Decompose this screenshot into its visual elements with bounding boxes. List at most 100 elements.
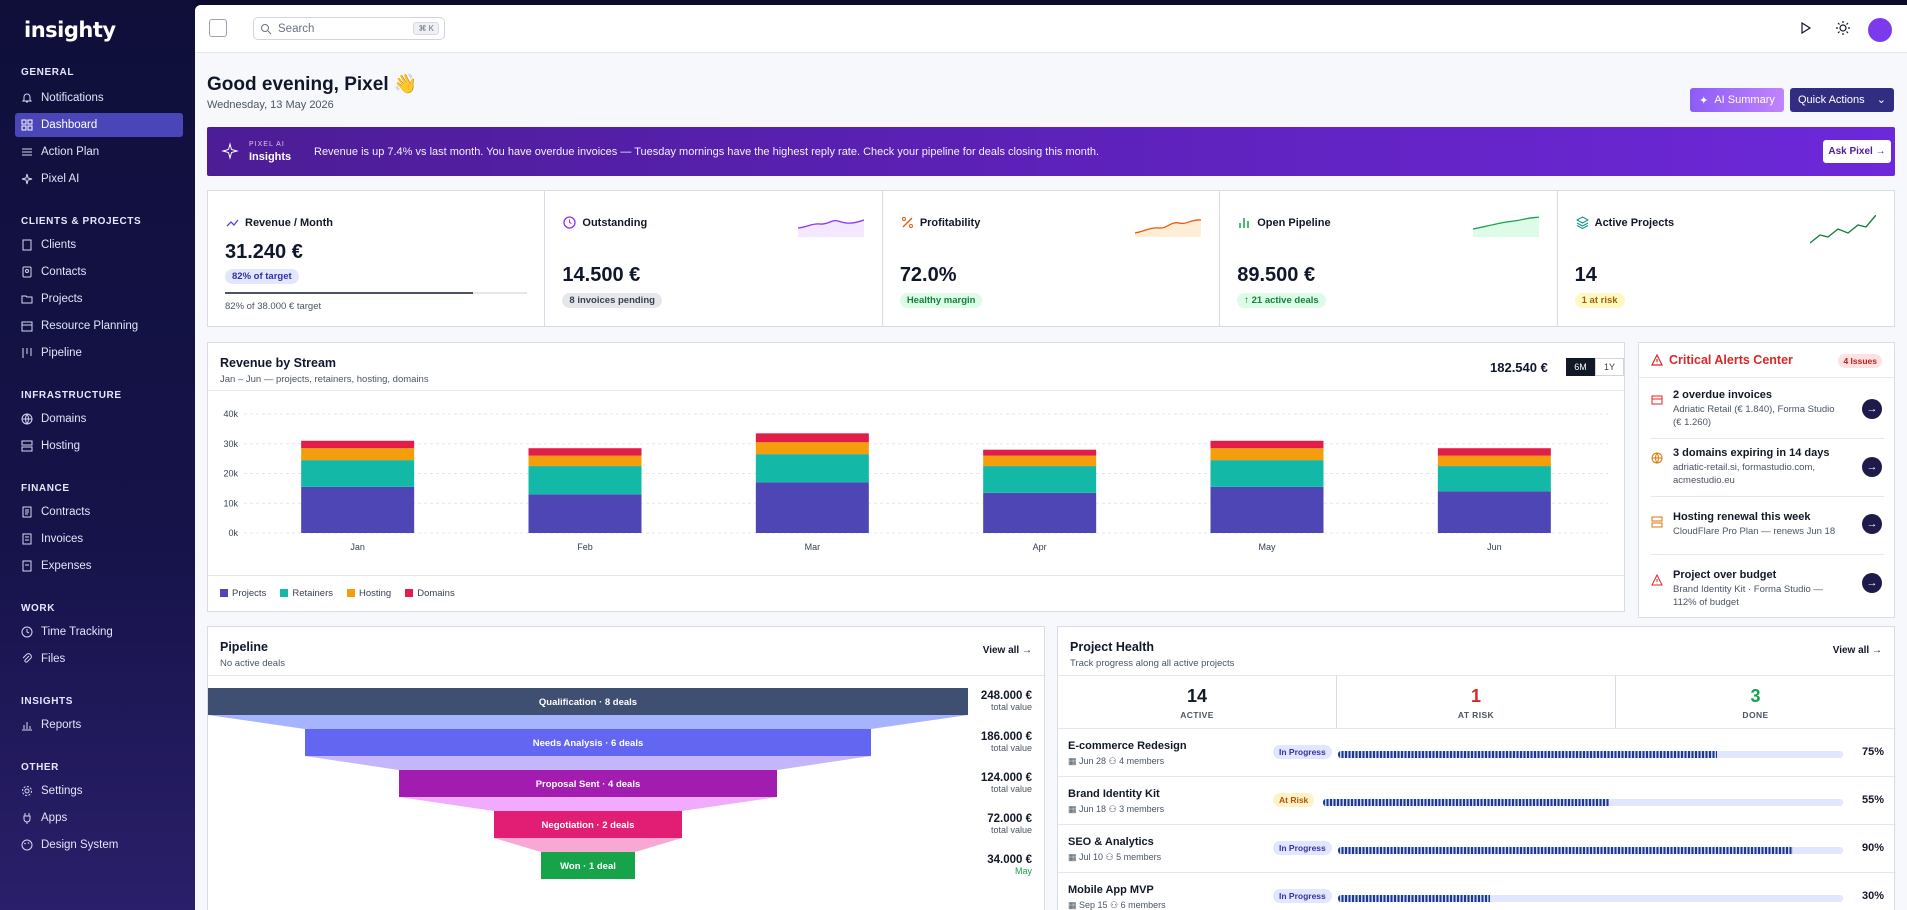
bar-segment-domains[interactable] bbox=[983, 449, 1097, 456]
bar-segment-projects[interactable] bbox=[528, 494, 642, 533]
sidebar-item-label: Pixel AI bbox=[41, 173, 80, 185]
project-row[interactable]: Brand Identity Kit ▦ Jun 18 ⚇ 3 members At… bbox=[1058, 776, 1896, 824]
project-row[interactable]: SEO & Analytics ▦ Jul 10 ⚇ 5 members In Pr… bbox=[1058, 824, 1896, 872]
kpi-label: Profitability bbox=[919, 216, 981, 229]
sidebar-item-time-tracking[interactable]: Time Tracking bbox=[15, 620, 183, 644]
y-tick-label: 20k bbox=[223, 469, 238, 479]
folder-icon bbox=[21, 295, 33, 304]
sidebar-item-notifications[interactable]: Notifications bbox=[15, 86, 183, 110]
bar-chart-icon bbox=[1239, 218, 1249, 228]
arrow-right-icon[interactable]: → bbox=[1862, 457, 1882, 477]
sidebar-item-projects[interactable]: Projects bbox=[15, 287, 183, 311]
funnel-stage[interactable] bbox=[305, 729, 871, 756]
kpi-outstanding[interactable]: Outstanding 14.500 € 8 invoices pending bbox=[545, 191, 883, 326]
sidebar-item-contacts[interactable]: Contacts bbox=[15, 260, 183, 284]
bar-segment-projects[interactable] bbox=[1210, 486, 1324, 533]
legend-item[interactable]: Domains bbox=[405, 588, 455, 599]
sidebar-toggle-icon[interactable] bbox=[209, 19, 227, 37]
funnel-stage[interactable] bbox=[399, 770, 777, 797]
sidebar-item-contracts[interactable]: Contracts bbox=[15, 500, 183, 524]
sidebar-item-clients[interactable]: Clients bbox=[15, 233, 183, 257]
bar-segment-retainers[interactable] bbox=[755, 454, 869, 483]
stat-label: AT RISK bbox=[1457, 710, 1495, 720]
sidebar-item-label: Hosting bbox=[41, 440, 80, 452]
range-1y-button[interactable]: 1Y bbox=[1595, 358, 1624, 376]
kpi-open-pipeline[interactable]: Open Pipeline 89.500 € ↑ 21 active deals bbox=[1220, 191, 1558, 326]
sidebar-item-settings[interactable]: Settings bbox=[15, 779, 183, 803]
ai-summary-button[interactable]: ✦ AI Summary bbox=[1690, 88, 1784, 112]
arrow-right-icon[interactable]: → bbox=[1862, 514, 1882, 534]
bar-segment-hosting[interactable] bbox=[983, 455, 1097, 467]
stat-active: 14 ACTIVE bbox=[1058, 675, 1337, 728]
bar-segment-hosting[interactable] bbox=[301, 448, 415, 461]
bar-segment-retainers[interactable] bbox=[1437, 466, 1551, 492]
project-row[interactable]: E-commerce Redesign ▦ Jun 28 ⚇ 4 members I… bbox=[1058, 728, 1896, 776]
avatar[interactable] bbox=[1868, 18, 1892, 42]
alert-item[interactable]: 2 overdue invoices Adriatic Retail (€ 1.… bbox=[1651, 389, 1884, 439]
quick-actions-button[interactable]: Quick Actions ⌄ bbox=[1790, 88, 1894, 112]
legend-item[interactable]: Projects bbox=[220, 588, 266, 599]
bar-segment-hosting[interactable] bbox=[1210, 448, 1324, 461]
sidebar-item-pixel-ai[interactable]: Pixel AI bbox=[15, 167, 183, 191]
sidebar-item-reports[interactable]: Reports bbox=[15, 713, 183, 737]
sun-icon[interactable] bbox=[1835, 20, 1851, 36]
sidebar-item-apps[interactable]: Apps bbox=[15, 806, 183, 830]
bar-segment-domains[interactable] bbox=[528, 448, 642, 456]
sidebar-item-invoices[interactable]: Invoices bbox=[15, 527, 183, 551]
kpi-label: Open Pipeline bbox=[1257, 216, 1331, 229]
kpi-value: 89.500 € bbox=[1237, 264, 1316, 286]
sidebar-item-pipeline[interactable]: Pipeline bbox=[15, 341, 183, 365]
bar-segment-retainers[interactable] bbox=[983, 466, 1097, 493]
sidebar-item-files[interactable]: Files bbox=[15, 647, 183, 671]
bar-segment-retainers[interactable] bbox=[1210, 460, 1324, 487]
arrow-right-icon[interactable]: → bbox=[1862, 573, 1882, 593]
alert-item[interactable]: Project over budget Brand Identity Kit ·… bbox=[1651, 569, 1884, 613]
bar-segment-domains[interactable] bbox=[1437, 448, 1551, 456]
stat-number: 14 bbox=[1186, 686, 1208, 706]
alert-item[interactable]: 3 domains expiring in 14 days adriatic-r… bbox=[1651, 447, 1884, 497]
sidebar-item-action-plan[interactable]: Action Plan bbox=[15, 140, 183, 164]
bar-segment-projects[interactable] bbox=[1437, 491, 1551, 533]
sidebar-item-hosting[interactable]: Hosting bbox=[15, 434, 183, 458]
progress-fill bbox=[1338, 847, 1793, 854]
sidebar-item-domains[interactable]: Domains bbox=[15, 407, 183, 431]
funnel-stage[interactable] bbox=[208, 688, 968, 715]
revenue-total: 182.540 € bbox=[1490, 360, 1548, 375]
y-tick-label: 10k bbox=[223, 498, 238, 508]
view-all-link[interactable]: View all → bbox=[982, 645, 1032, 656]
kpi-revenue[interactable]: Revenue / Month 31.240 € 82% of target 8… bbox=[208, 191, 546, 326]
kpi-active-projects[interactable]: Active Projects 14 1 at risk bbox=[1558, 191, 1894, 326]
legend-item[interactable]: Hosting bbox=[347, 588, 391, 599]
progress-track bbox=[1338, 751, 1843, 758]
bar-segment-projects[interactable] bbox=[755, 482, 869, 533]
bar-segment-projects[interactable] bbox=[983, 492, 1097, 533]
range-6m-button[interactable]: 6M bbox=[1566, 358, 1595, 376]
bar-segment-hosting[interactable] bbox=[1437, 455, 1551, 467]
kpi-badge: 1 at risk bbox=[1574, 293, 1625, 308]
arrow-right-icon[interactable]: → bbox=[1862, 399, 1882, 419]
bar-segment-retainers[interactable] bbox=[301, 460, 415, 487]
funnel-stage[interactable] bbox=[494, 811, 682, 838]
funnel-stage[interactable] bbox=[541, 852, 635, 879]
kpi-profitability[interactable]: Profitability 72.0% Healthy margin bbox=[883, 191, 1221, 326]
bar-segment-domains[interactable] bbox=[301, 440, 415, 449]
project-row[interactable]: Mobile App MVP ▦ Sep 15 ⚇ 6 members In Pro… bbox=[1058, 872, 1896, 910]
bar-segment-projects[interactable] bbox=[301, 486, 415, 533]
bar-segment-domains[interactable] bbox=[1210, 440, 1324, 449]
bar-segment-hosting[interactable] bbox=[528, 455, 642, 467]
app-logo[interactable]: insighty bbox=[24, 18, 116, 42]
search-input[interactable]: Search ⌘ K bbox=[253, 17, 445, 40]
bar-segment-retainers[interactable] bbox=[528, 466, 642, 495]
sparkline bbox=[1472, 216, 1539, 237]
legend-item[interactable]: Retainers bbox=[280, 588, 333, 599]
sidebar-item-dashboard[interactable]: Dashboard bbox=[15, 113, 183, 137]
sidebar-item-expenses[interactable]: Expenses bbox=[15, 554, 183, 578]
bar-segment-hosting[interactable] bbox=[755, 442, 869, 455]
view-all-link[interactable]: View all → bbox=[1832, 645, 1882, 656]
bar-segment-domains[interactable] bbox=[755, 433, 869, 443]
play-icon[interactable] bbox=[1797, 20, 1813, 36]
alert-item[interactable]: Hosting renewal this week CloudFlare Pro… bbox=[1651, 511, 1884, 555]
ask-pixel-button[interactable]: Ask Pixel → bbox=[1823, 140, 1891, 163]
sidebar-item-resource-planning[interactable]: Resource Planning bbox=[15, 314, 183, 338]
sidebar-item-design-system[interactable]: Design System bbox=[15, 833, 183, 857]
